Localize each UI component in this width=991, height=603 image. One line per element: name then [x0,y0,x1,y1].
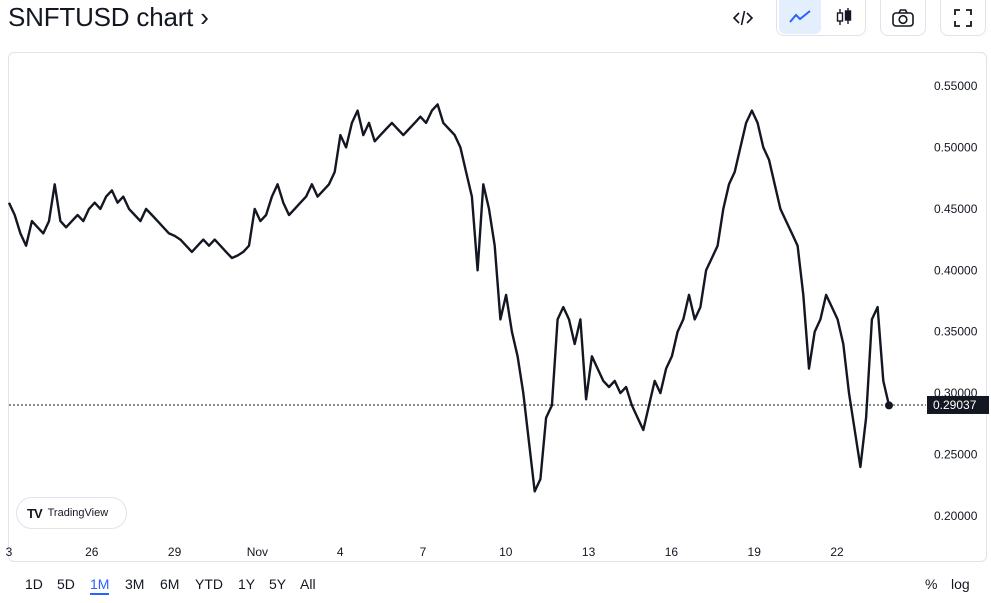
header-bar: SNFTUSD chart › [0,0,991,46]
time-tick-label: 16 [665,545,679,559]
range-5d[interactable]: 5D [57,576,75,592]
camera-icon [892,8,914,27]
price-series-line [7,103,891,493]
time-tick-label: 22 [830,545,844,559]
time-tick-label: 29 [168,545,182,559]
last-price-label: 0.29037 [933,398,977,412]
snapshot-button[interactable] [880,0,926,36]
time-tick-label: 3 [6,545,13,559]
candle-style-button[interactable] [823,0,865,34]
time-axis[interactable]: 3 26 29 Nov 4 7 10 13 16 19 22 [6,545,844,559]
tradingview-label: TradingView [47,507,109,519]
time-tick-label: 19 [748,545,762,559]
range-1m[interactable]: 1M [90,576,110,595]
range-5y[interactable]: 5Y [269,576,287,592]
time-tick-label: 13 [582,545,596,559]
range-toolbar: 1D 5D 1M 3M 6M YTD 1Y 5Y All % log [0,566,991,603]
time-tick-label: 26 [85,545,99,559]
time-tick-label: Nov [247,545,268,559]
embed-button[interactable] [722,0,764,36]
time-tick-label: 4 [337,545,344,559]
chart-area[interactable] [8,52,987,562]
price-tick-label: 0.40000 [934,263,978,277]
code-icon [732,10,754,26]
line-style-button[interactable] [779,0,821,34]
last-price-marker [885,401,893,410]
price-tick-label: 0.55000 [934,79,978,93]
time-tick-label: 10 [499,545,513,559]
time-tick-label: 7 [420,545,427,559]
line-chart-icon [789,10,811,23]
range-1y[interactable]: 1Y [238,576,256,592]
log-scale-toggle[interactable]: log [951,576,970,592]
range-ytd[interactable]: YTD [195,576,223,592]
last-price-badge: 0.29037 [927,395,989,414]
range-6m[interactable]: 6M [160,576,180,592]
range-all[interactable]: All [300,576,316,592]
price-tick-label: 0.45000 [934,202,978,216]
candlestick-icon [836,8,852,25]
tradingview-watermark[interactable]: TV TradingView [16,497,127,529]
percent-scale-toggle[interactable]: % [925,576,938,592]
price-tick-label: 0.20000 [934,509,978,523]
price-tick-label: 0.25000 [934,448,978,462]
chart-style-toggle [776,0,866,36]
price-tick-label: 0.35000 [934,325,978,339]
fullscreen-button[interactable] [940,0,986,36]
range-3m[interactable]: 3M [125,576,145,592]
range-1d[interactable]: 1D [25,576,43,592]
price-axis[interactable]: 0.550000.500000.450000.400000.350000.300… [934,79,978,523]
price-tick-label: 0.50000 [934,140,978,154]
price-chart[interactable]: 0.550000.500000.450000.400000.350000.300… [0,0,991,566]
fullscreen-icon [954,8,972,27]
tradingview-logo-icon: TV [27,505,43,521]
symbol-title[interactable]: SNFTUSD chart › [8,2,209,32]
